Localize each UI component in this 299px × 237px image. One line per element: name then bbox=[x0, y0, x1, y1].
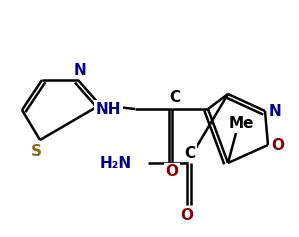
Text: C: C bbox=[184, 146, 196, 160]
Text: O: O bbox=[271, 137, 285, 152]
Text: O: O bbox=[166, 164, 179, 179]
Text: H₂N: H₂N bbox=[100, 155, 132, 170]
Text: N: N bbox=[269, 104, 281, 118]
Text: N: N bbox=[74, 63, 86, 77]
Text: NH: NH bbox=[95, 101, 121, 117]
Text: C: C bbox=[170, 90, 181, 105]
Text: O: O bbox=[181, 208, 193, 223]
Text: Me: Me bbox=[228, 115, 254, 131]
Text: S: S bbox=[30, 143, 42, 159]
